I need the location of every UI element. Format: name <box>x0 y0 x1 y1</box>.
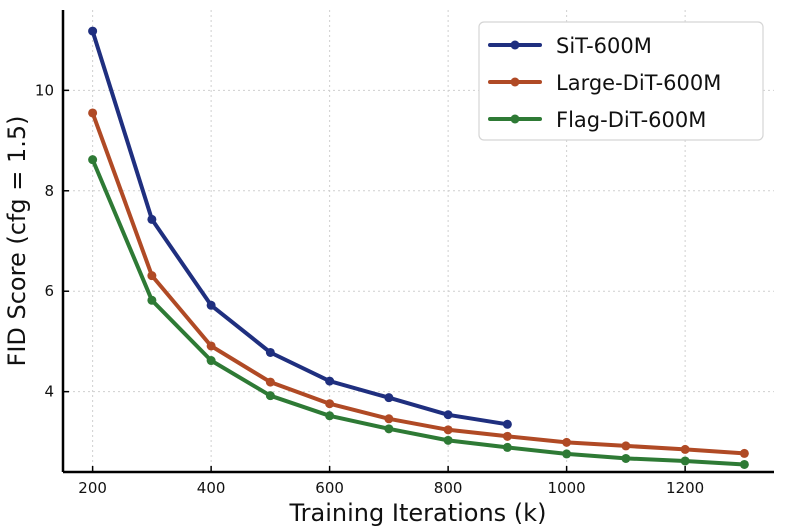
data-point-sit-600m <box>206 300 216 310</box>
x-tick-label: 400 <box>197 479 226 497</box>
data-point-flag-dit-600m <box>265 391 275 401</box>
data-point-sit-600m <box>325 376 335 386</box>
data-point-large-dit-600m <box>502 431 512 441</box>
legend-marker-large-dit-600m <box>510 77 520 87</box>
series-flag-dit-600m <box>88 155 749 469</box>
data-point-flag-dit-600m <box>562 449 572 459</box>
x-tick-label: 1000 <box>548 479 586 497</box>
data-point-large-dit-600m <box>384 414 394 424</box>
data-point-sit-600m <box>443 410 453 420</box>
data-point-flag-dit-600m <box>443 435 453 445</box>
legend: SiT-600M Large-DiT-600M Flag-DiT-600M <box>478 21 764 141</box>
data-point-large-dit-600m <box>325 399 335 409</box>
tick-labels: 200 400 600 800 1000 1200 4 6 8 10 <box>35 81 704 497</box>
series-layer <box>88 26 749 469</box>
data-point-large-dit-600m <box>88 108 98 118</box>
x-tick-label: 1200 <box>666 479 704 497</box>
data-point-large-dit-600m <box>562 437 572 447</box>
data-point-large-dit-600m <box>265 377 275 387</box>
data-point-flag-dit-600m <box>384 424 394 434</box>
data-point-flag-dit-600m <box>206 356 216 366</box>
y-tick-label: 4 <box>44 383 54 401</box>
legend-label-sit-600m: SiT-600M <box>556 34 652 58</box>
data-point-flag-dit-600m <box>325 411 335 421</box>
data-point-flag-dit-600m <box>621 453 631 463</box>
x-axis-label: Training Iterations (k) <box>289 499 547 527</box>
data-point-flag-dit-600m <box>88 155 98 165</box>
data-point-sit-600m <box>265 347 275 357</box>
data-point-large-dit-600m <box>443 425 453 435</box>
data-point-sit-600m <box>502 419 512 429</box>
data-point-flag-dit-600m <box>147 295 157 305</box>
y-tick-label: 8 <box>44 182 54 200</box>
legend-marker-flag-dit-600m <box>510 114 520 124</box>
data-point-large-dit-600m <box>147 271 157 281</box>
x-tick-label: 600 <box>315 479 344 497</box>
data-point-large-dit-600m <box>680 444 690 454</box>
legend-box <box>478 21 764 141</box>
data-point-flag-dit-600m <box>502 442 512 452</box>
series-large-dit-600m <box>88 108 749 458</box>
x-tick-label: 800 <box>434 479 463 497</box>
series-line-sit-600m <box>90 29 510 427</box>
data-point-sit-600m <box>88 26 98 36</box>
data-point-flag-dit-600m <box>739 459 749 469</box>
data-point-large-dit-600m <box>206 341 216 351</box>
y-axis-label: FID Score (cfg = 1.5) <box>3 116 31 367</box>
data-point-flag-dit-600m <box>680 456 690 466</box>
y-tick-label: 10 <box>35 81 54 99</box>
y-tick-label: 6 <box>44 282 54 300</box>
data-point-large-dit-600m <box>621 441 631 451</box>
legend-label-large-dit-600m: Large-DiT-600M <box>556 71 721 95</box>
legend-marker-sit-600m <box>510 40 520 50</box>
x-tick-label: 200 <box>78 479 107 497</box>
axes <box>61 10 774 474</box>
legend-label-flag-dit-600m: Flag-DiT-600M <box>556 108 706 132</box>
data-point-sit-600m <box>384 393 394 403</box>
data-point-sit-600m <box>147 214 157 224</box>
series-sit-600m <box>88 26 512 429</box>
series-line-flag-dit-600m <box>90 157 747 467</box>
series-line-large-dit-600m <box>90 110 747 456</box>
data-point-large-dit-600m <box>739 448 749 458</box>
